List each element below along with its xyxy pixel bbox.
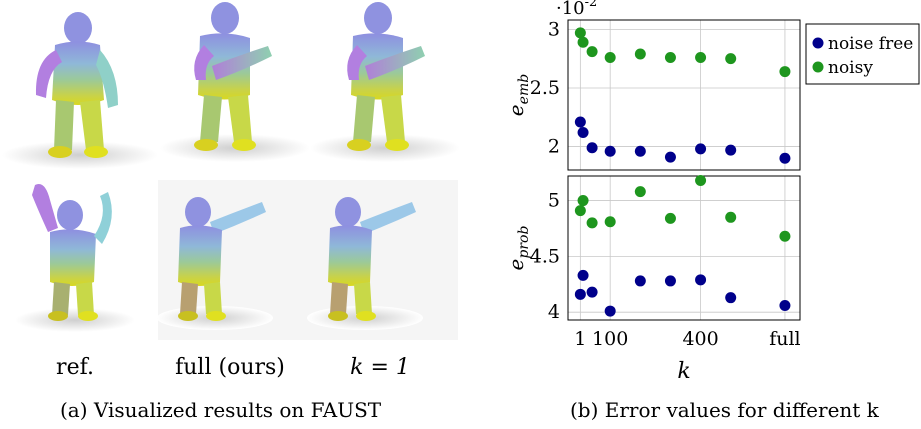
noise-free-point: [604, 145, 616, 157]
noise-free-point: [779, 299, 791, 311]
shape-ref-row1: [2, 12, 158, 169]
noise-free-point: [604, 305, 616, 317]
column-label-k1: k = 1: [350, 355, 410, 380]
figure-panel-a: ref. full (ours) k = 1 (a) Visualized re…: [2, 2, 460, 422]
column-label-full: full (ours): [175, 355, 285, 380]
noisy-point: [577, 195, 589, 207]
y-axis-label: eprob: [504, 226, 532, 271]
x-tick-label: 400: [682, 328, 718, 350]
noise-free-point: [695, 274, 707, 286]
shape-ref-row2: [15, 184, 135, 332]
noise-free-point: [574, 116, 586, 128]
shape-k1-row2: [307, 180, 458, 340]
shape-renders: [2, 2, 460, 340]
noisy-point: [577, 36, 589, 48]
x-tick-label: 1: [574, 328, 586, 350]
legend-label: noisy: [828, 58, 873, 78]
legend-marker: [812, 37, 824, 49]
noisy-point: [725, 53, 737, 65]
noise-free-point: [586, 286, 598, 298]
y-tick-label: 4.5: [530, 245, 560, 267]
noise-free-point: [725, 144, 737, 156]
noise-free-point: [664, 151, 676, 163]
y-axis-label: eemb: [504, 74, 532, 116]
noise-free-point: [779, 152, 791, 164]
noise-free-point: [577, 269, 589, 281]
x-tick-label: 100: [592, 328, 628, 350]
noisy-point: [695, 52, 707, 63]
noisy-point: [695, 174, 707, 186]
noisy-point: [664, 52, 676, 63]
legend-label: noise free: [828, 34, 913, 54]
y-tick-label: 5: [548, 190, 560, 212]
noisy-point: [634, 186, 646, 198]
caption-b: (b) Error values for different k: [570, 398, 879, 422]
noise-free-point: [725, 292, 737, 304]
noise-free-point: [574, 288, 586, 300]
caption-a: (a) Visualized results on FAUST: [60, 398, 382, 422]
noise-free-point: [634, 145, 646, 157]
shape-full-row2: [157, 180, 308, 340]
noise-free-point: [634, 275, 646, 287]
x-axis-label: k: [677, 359, 690, 384]
noisy-point: [779, 230, 791, 242]
noise-free-point: [664, 275, 676, 287]
noisy-point: [604, 216, 616, 228]
y-tick-label: 4: [548, 301, 560, 323]
shape-full-row1: [160, 2, 310, 162]
noisy-point: [586, 46, 598, 58]
shape-k1-row1: [310, 2, 460, 162]
column-label-ref: ref.: [56, 355, 94, 380]
error-chart: 2 2.5 3 eemb ·10-2 4 4.5 5 eprob 1 100 400 full k nois…: [504, 0, 920, 384]
scale-label: ·10-2: [556, 0, 597, 19]
noisy-point: [779, 66, 791, 78]
noise-free-point: [695, 143, 707, 155]
noisy-point: [574, 205, 586, 217]
noisy-point: [604, 52, 616, 63]
legend-box: [805, 23, 920, 85]
noisy-point: [664, 212, 676, 224]
noisy-point: [634, 48, 646, 60]
noisy-point: [586, 217, 598, 229]
y-tick-label: 3: [548, 18, 560, 40]
plot-frame: [567, 19, 801, 171]
noise-free-point: [577, 127, 589, 138]
x-tick-label: full: [769, 328, 800, 350]
legend-marker: [812, 61, 824, 73]
noisy-point: [725, 211, 737, 223]
noisy-point: [574, 27, 586, 39]
y-tick-label: 2.5: [530, 77, 560, 99]
y-tick-label: 2: [548, 136, 560, 158]
plot-frame: [567, 175, 801, 321]
noise-free-point: [586, 142, 598, 154]
